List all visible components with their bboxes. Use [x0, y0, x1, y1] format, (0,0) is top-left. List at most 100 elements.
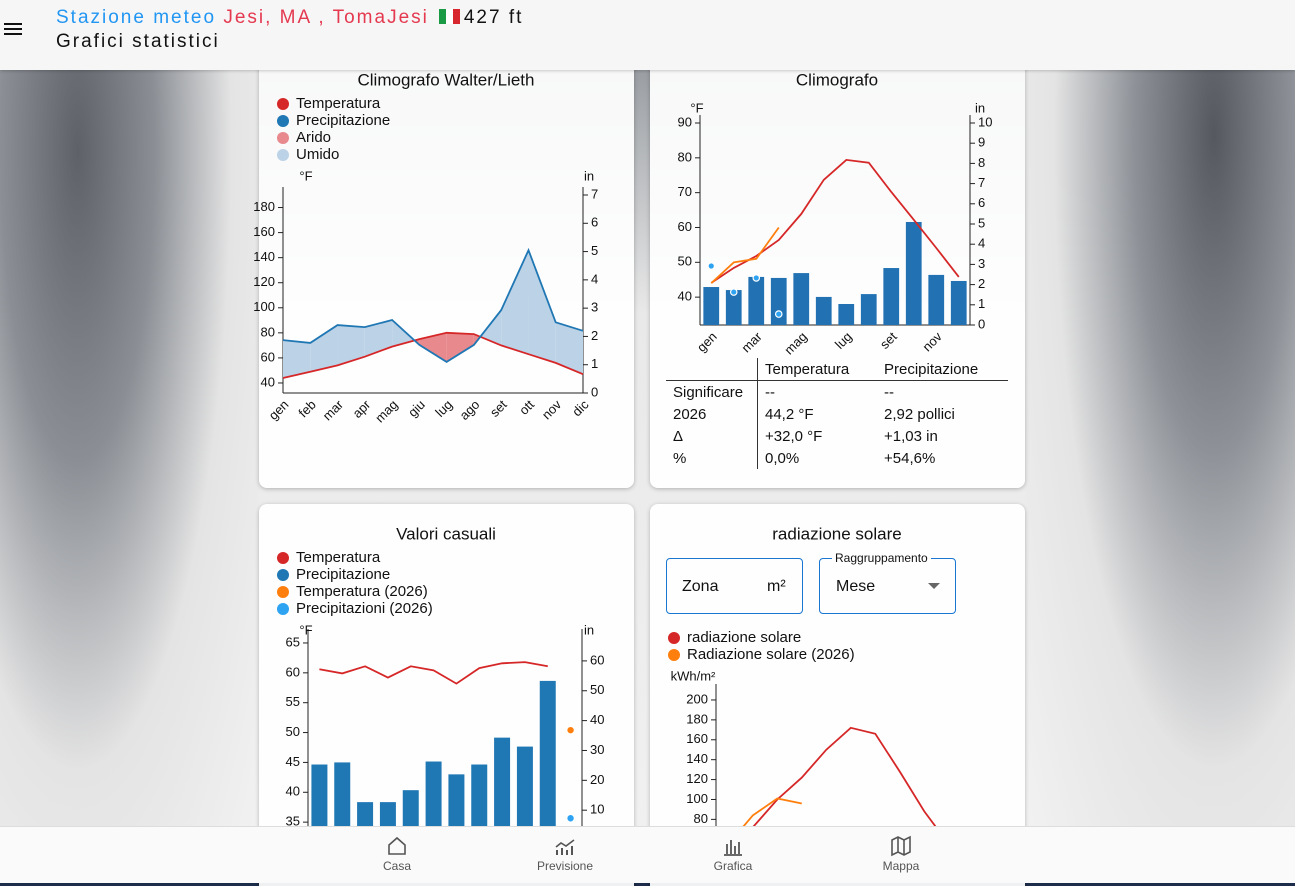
point	[567, 815, 574, 822]
y-axis-label: kWh/m²	[671, 668, 716, 683]
bar	[402, 790, 419, 826]
y-tick-label: 120	[253, 274, 275, 289]
bar	[905, 221, 922, 325]
nav-item[interactable]: Grafica	[683, 835, 783, 873]
row-label: Δ	[666, 425, 758, 447]
y2-tick-label: 3	[978, 256, 985, 271]
y-tick-label: 80	[261, 324, 275, 339]
nav-label: Casa	[382, 859, 411, 873]
y2-tick-label: 7	[591, 186, 598, 201]
bar	[311, 764, 328, 826]
cell: +1,03 in	[884, 427, 938, 445]
y-tick-label: 160	[253, 224, 275, 239]
y-tick-label: 70	[678, 184, 692, 199]
chart-title: radiazione solare	[772, 524, 901, 543]
area-input[interactable]: Zona m²	[666, 558, 803, 614]
bar	[928, 274, 945, 325]
line	[710, 226, 780, 284]
nav-label: Mappa	[882, 859, 920, 873]
x-tick-label: mar	[738, 328, 765, 355]
y-tick-label: 50	[678, 254, 692, 269]
y2-tick-label: 10	[978, 114, 992, 129]
y-axis-label: °F	[690, 100, 703, 115]
bar	[883, 268, 900, 325]
bar	[448, 774, 465, 826]
background	[0, 70, 259, 882]
y-tick-label: 40	[261, 374, 275, 389]
y-tick-label: 50	[286, 724, 300, 739]
y-tick-label: 90	[678, 114, 692, 129]
cell: +32,0 °F	[765, 427, 823, 445]
y2-tick-label: 9	[978, 135, 985, 150]
bar	[494, 737, 511, 826]
x-tick-label: giu	[405, 397, 428, 420]
bar	[334, 762, 351, 826]
y2-tick-label: 0	[591, 384, 598, 399]
legend-marker	[277, 603, 289, 615]
legend-marker	[277, 98, 289, 110]
bar	[357, 802, 374, 826]
y-tick-label: 35	[286, 814, 300, 826]
area-label: Zona	[682, 578, 719, 595]
y-axis-label: °F	[299, 168, 312, 183]
subtitle: Grafici statistici	[56, 31, 220, 52]
y-tick-label: 120	[686, 771, 708, 786]
cell: +54,6%	[884, 449, 936, 467]
arido-area	[446, 332, 474, 362]
nav-item[interactable]: Previsione	[515, 835, 615, 873]
station-location: Jesi, MA , TomaJesi	[223, 7, 429, 28]
umido-area	[364, 320, 393, 357]
y-tick-label: 55	[286, 694, 300, 709]
bar	[815, 296, 832, 325]
x-tick-label: apr	[349, 396, 373, 420]
y2-axis-label: in	[584, 168, 594, 183]
flag-icon	[438, 9, 460, 24]
background	[1025, 70, 1295, 882]
y-tick-label: 140	[253, 249, 275, 264]
background-strip	[0, 882, 1295, 886]
point	[752, 274, 761, 282]
y-tick-label: 100	[686, 791, 708, 806]
point	[707, 262, 716, 270]
y-tick-label: 200	[686, 691, 708, 706]
y-tick-label: 100	[253, 299, 275, 314]
nav-item[interactable]: Mappa	[851, 835, 951, 873]
y2-tick-label: 5	[978, 215, 985, 230]
chart-icon	[724, 840, 742, 856]
nav-label: Grafica	[713, 859, 753, 873]
line	[742, 797, 802, 826]
menu-button[interactable]	[4, 22, 22, 36]
y2-tick-label: 5	[591, 243, 598, 258]
y-tick-label: 45	[286, 754, 300, 769]
y2-tick-label: 10	[590, 802, 604, 817]
umido-area	[501, 250, 529, 355]
bar	[748, 276, 765, 325]
bar	[860, 294, 877, 325]
x-tick-label: mag	[372, 397, 400, 425]
bar	[471, 764, 488, 826]
y-tick-label: 80	[678, 149, 692, 164]
cell: 44,2 °F	[765, 405, 814, 423]
nav-item[interactable]: Casa	[347, 835, 447, 873]
legend-label: Temperatura	[296, 95, 381, 112]
y2-tick-label: 8	[978, 155, 985, 170]
legend-label: Precipitazioni (2026)	[296, 600, 433, 617]
bar	[703, 287, 720, 325]
row-label: %	[666, 447, 758, 469]
y2-tick-label: 2	[591, 328, 598, 343]
y-tick-label: 80	[694, 811, 708, 826]
forecast-icon	[555, 839, 575, 855]
grouping-value: Mese	[836, 578, 876, 595]
grouping-select[interactable]: Raggruppamento Mese	[819, 551, 956, 614]
legend-marker	[277, 149, 289, 161]
legend-label: Precipitazione	[296, 566, 390, 583]
x-tick-label: gen	[266, 397, 292, 423]
grouping-label: Raggruppamento	[832, 551, 931, 565]
legend-marker	[668, 649, 680, 661]
home-icon	[388, 836, 406, 855]
app-bar: Stazione meteo Jesi, MA , TomaJesi 427 ft…	[0, 0, 1295, 70]
charts: Climografo Walter/Lieth°F in4060801001201…	[253, 70, 992, 826]
x-tick-label: mag	[781, 329, 809, 357]
bar	[516, 746, 533, 826]
umido-area	[310, 325, 338, 372]
